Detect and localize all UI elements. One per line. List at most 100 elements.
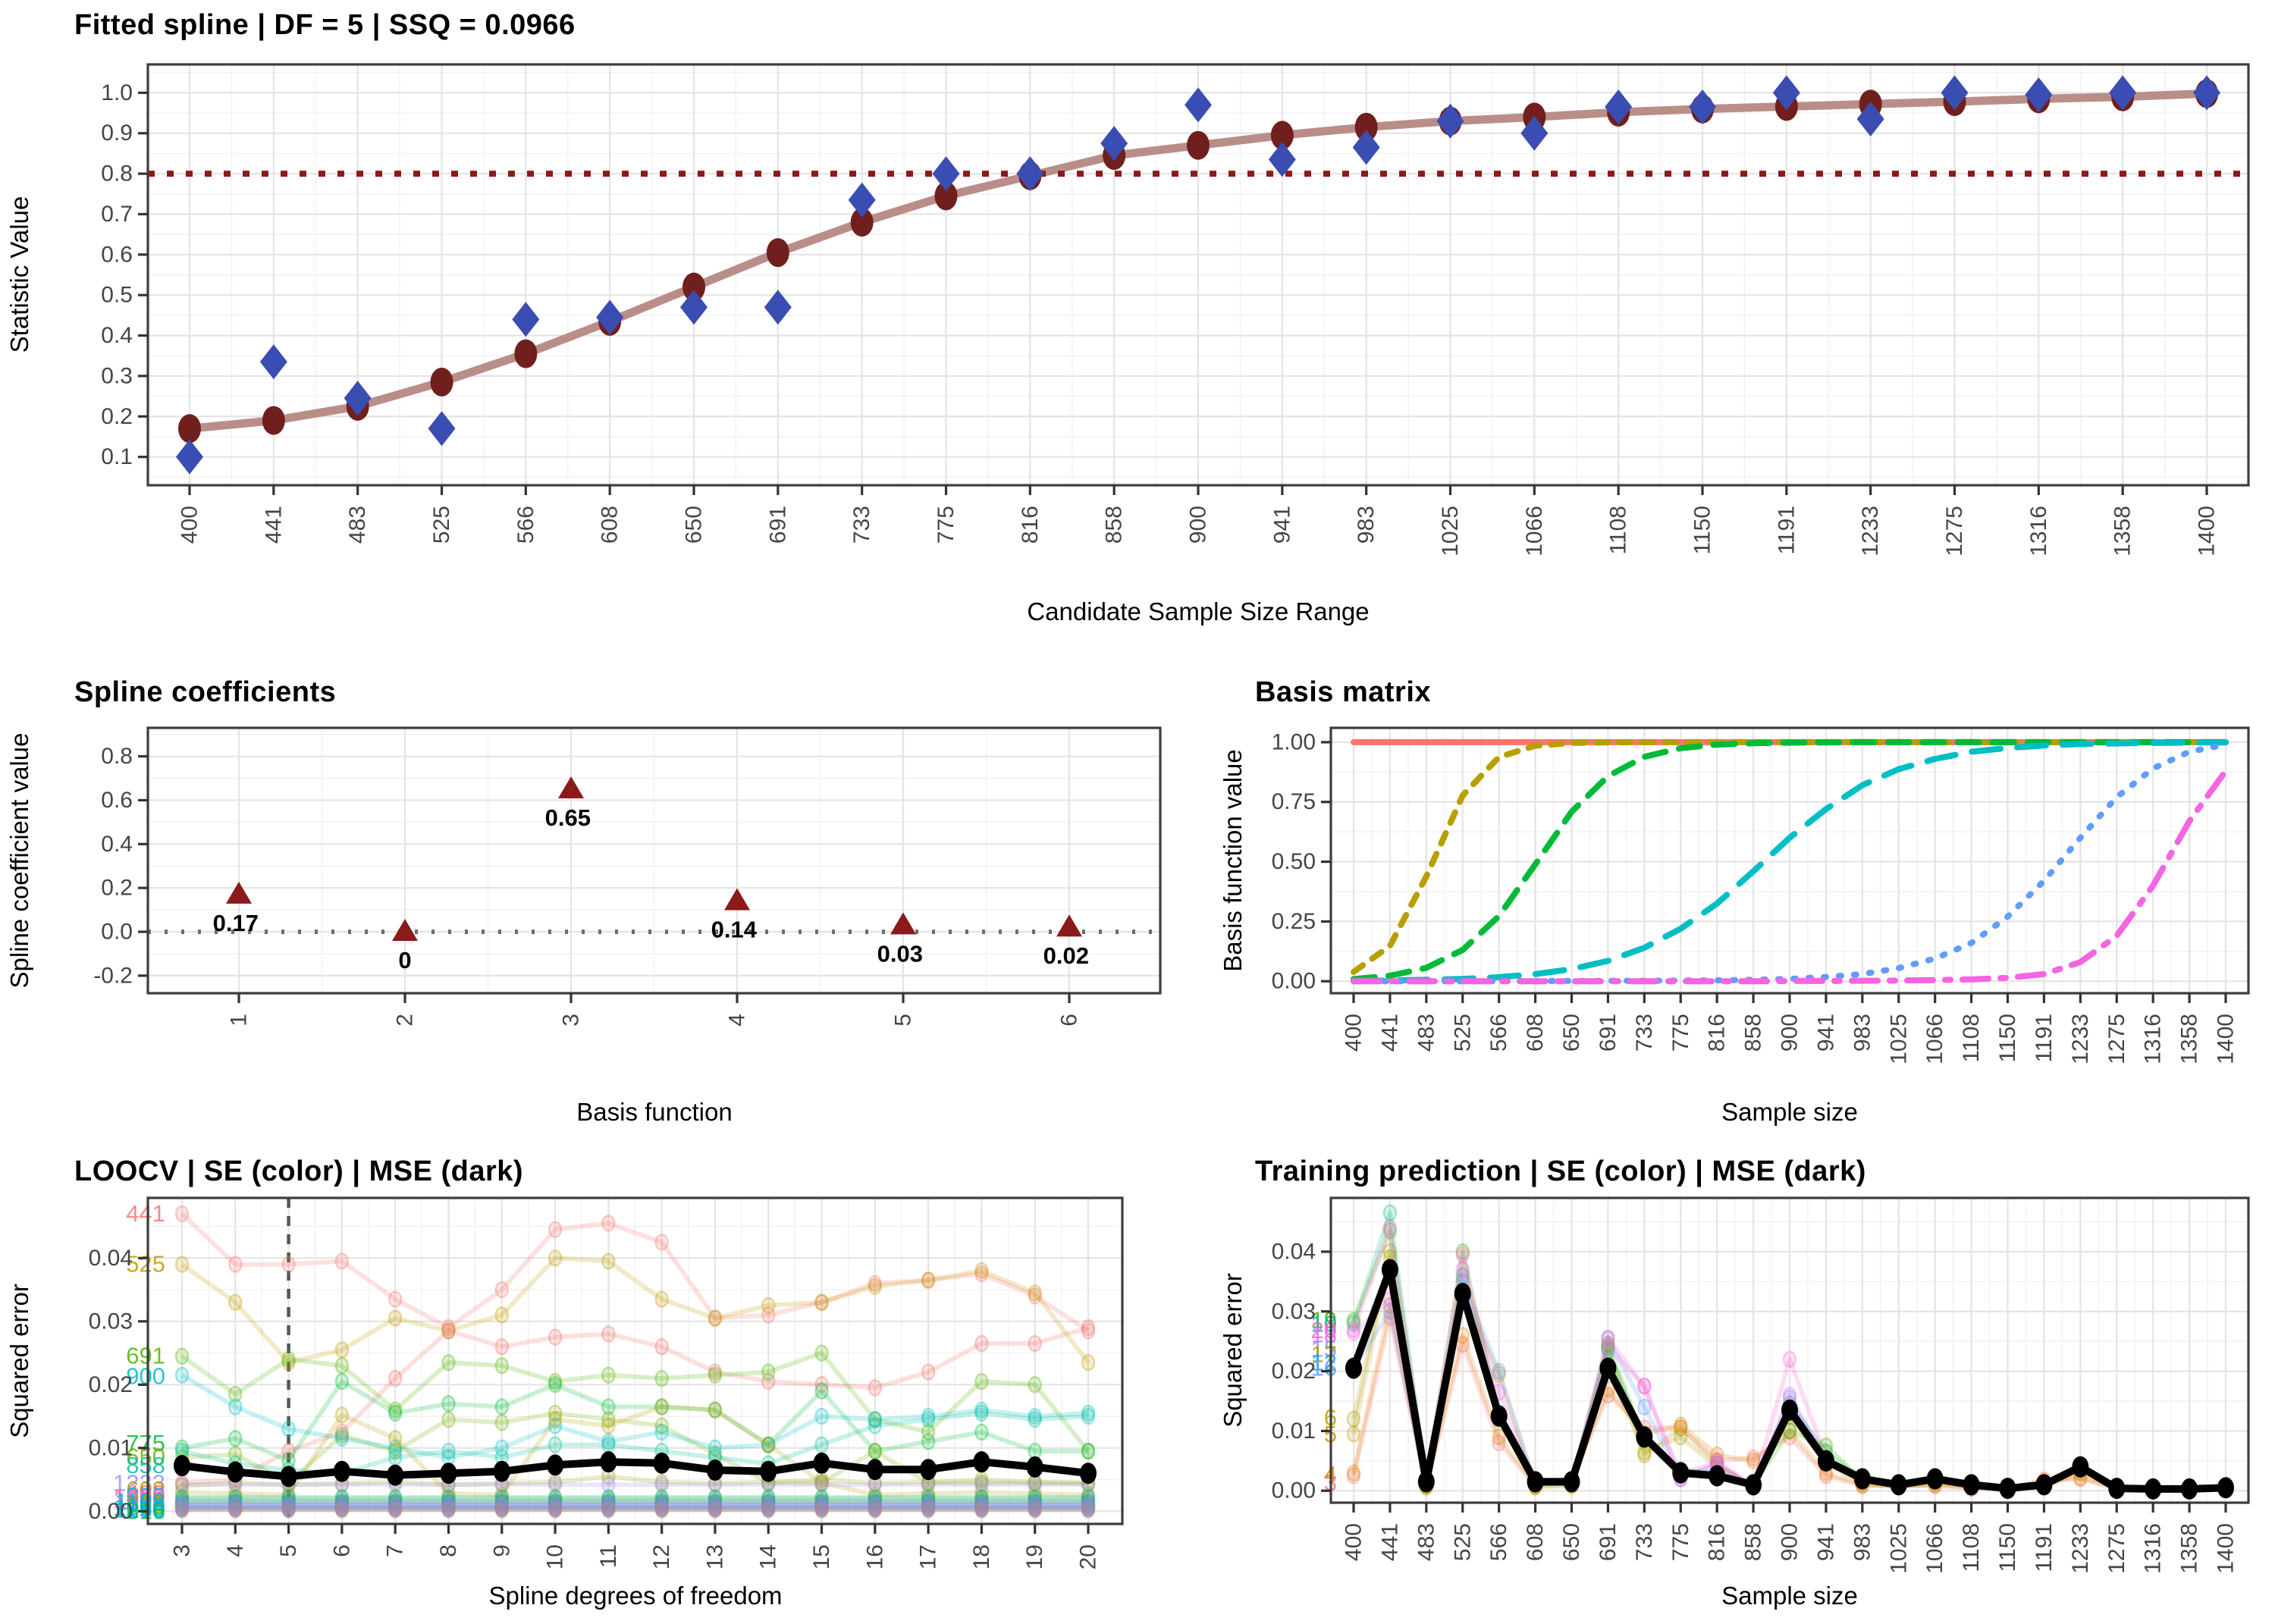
data-point xyxy=(1028,1407,1042,1425)
data-point xyxy=(974,1423,989,1441)
data-point xyxy=(1028,1499,1042,1517)
data-point xyxy=(548,1495,563,1513)
x-tick-label: 775 xyxy=(934,506,959,544)
data-point xyxy=(1081,1486,1096,1503)
data-point xyxy=(1028,1493,1042,1511)
data-point xyxy=(441,1496,456,1514)
x-tick-label: 19 xyxy=(1022,1544,1047,1569)
fitted-spline-chart: 0.1 0.2 0.3 0.4 0.5 0.6 0.7 0.8 0.9 1.0 400 441 483 5… xyxy=(101,63,2250,556)
data-point xyxy=(548,1376,563,1394)
coefficient-labels: 0.17 0 0.65 0.14 0.03 0.02 xyxy=(213,804,1089,973)
y-tick-label: 0.2 xyxy=(101,876,133,901)
x-tick-label: 1316 xyxy=(2141,1523,2166,1574)
data-point xyxy=(654,1398,669,1416)
data-point xyxy=(281,1499,296,1517)
data-point xyxy=(281,1350,296,1368)
data-point xyxy=(388,1499,403,1517)
data-point xyxy=(1772,75,1800,111)
data-point xyxy=(974,1500,989,1518)
data-point xyxy=(228,1484,243,1503)
data-point xyxy=(334,1493,350,1511)
data-point xyxy=(850,208,874,237)
data-point xyxy=(1081,1495,1096,1513)
data-point xyxy=(974,1499,989,1517)
data-point xyxy=(654,1496,669,1514)
data-point xyxy=(388,1442,403,1460)
x-tick-label: 1191 xyxy=(2032,1523,2057,1572)
data-point xyxy=(334,1501,350,1519)
data-point xyxy=(1028,1501,1042,1519)
training-prediction-title: Training prediction | SE (color) | MSE (… xyxy=(1255,1155,1866,1187)
data-point xyxy=(654,1493,669,1511)
x-tick-label: 816 xyxy=(1705,1523,1730,1561)
x-tick-label: 1025 xyxy=(1886,1523,1911,1574)
data-point xyxy=(868,1497,883,1515)
data-point xyxy=(868,1495,883,1513)
axis-tick-labels: 0.00 0.25 0.50 0.75 1.00 400 441 483 525 566 608 65… xyxy=(1272,729,2239,1064)
data-point xyxy=(761,1493,776,1511)
data-point xyxy=(868,1500,883,1519)
data-point xyxy=(1028,1284,1042,1302)
series-edge-label: 1400 xyxy=(113,1484,165,1510)
series-edge-label: 1066 xyxy=(113,1494,165,1521)
spline-coefficients-x-axis-title: Basis function xyxy=(576,1098,733,1126)
data-point xyxy=(494,1490,510,1507)
data-point xyxy=(708,1499,723,1516)
data-point xyxy=(814,1490,829,1507)
x-tick-label: 400 xyxy=(1341,1014,1367,1052)
x-tick-label: 1400 xyxy=(2195,506,2220,556)
data-point xyxy=(761,1436,776,1453)
x-tick-label: 691 xyxy=(1596,1014,1621,1052)
data-point xyxy=(388,1309,403,1327)
data-point xyxy=(1346,1312,1361,1329)
data-point xyxy=(1081,1407,1096,1425)
series-edge-label: 525 xyxy=(126,1251,165,1278)
data-point xyxy=(334,1406,350,1424)
data-point xyxy=(388,1496,403,1514)
data-point xyxy=(174,1490,190,1507)
data-point xyxy=(228,1430,243,1447)
data-point xyxy=(814,1474,829,1491)
data-point xyxy=(1689,89,1716,125)
x-tick-label: 441 xyxy=(1377,1014,1402,1052)
x-tick-label: 14 xyxy=(756,1544,781,1569)
series-edge-label: 20 xyxy=(1311,1317,1337,1343)
x-tick-label: 1191 xyxy=(1774,506,1799,555)
data-point xyxy=(1081,1493,1096,1511)
data-point xyxy=(761,1495,776,1513)
data-point xyxy=(174,1493,190,1511)
data-point xyxy=(1028,1496,1042,1514)
data-point xyxy=(761,1306,776,1324)
data-point xyxy=(388,1430,403,1447)
data-point xyxy=(441,1499,456,1516)
axis-tick-labels: 0.1 0.2 0.3 0.4 0.5 0.6 0.7 0.8 0.9 1.0 400 441 483 5… xyxy=(101,80,2219,556)
data-point xyxy=(494,1500,510,1518)
data-point xyxy=(1527,1471,1544,1493)
x-tick-label: 608 xyxy=(598,506,623,544)
data-point xyxy=(932,156,960,192)
data-point xyxy=(388,1495,403,1513)
data-point xyxy=(441,1322,456,1340)
x-tick-label: 650 xyxy=(1559,1523,1584,1561)
data-point xyxy=(388,1401,403,1419)
y-tick-label: 0.04 xyxy=(1272,1239,1316,1264)
x-tick-label: 900 xyxy=(1778,1523,1803,1561)
data-point xyxy=(514,339,538,368)
data-point xyxy=(1081,1490,1096,1507)
data-point xyxy=(708,1493,723,1511)
data-point xyxy=(1345,1357,1362,1379)
data-point xyxy=(548,1410,563,1428)
data-point xyxy=(1746,1449,1761,1467)
x-tick-label: 733 xyxy=(1632,1523,1657,1561)
data-point xyxy=(920,1459,937,1481)
data-point xyxy=(387,1464,404,1486)
y-tick-label: 0.03 xyxy=(89,1309,133,1334)
data-point xyxy=(814,1475,829,1494)
data-point xyxy=(1601,1338,1615,1356)
data-point xyxy=(334,1341,350,1359)
data-point xyxy=(548,1496,563,1514)
data-point xyxy=(178,414,201,444)
data-point xyxy=(1520,115,1549,151)
data-point xyxy=(921,1433,936,1450)
data-point xyxy=(281,1496,296,1514)
